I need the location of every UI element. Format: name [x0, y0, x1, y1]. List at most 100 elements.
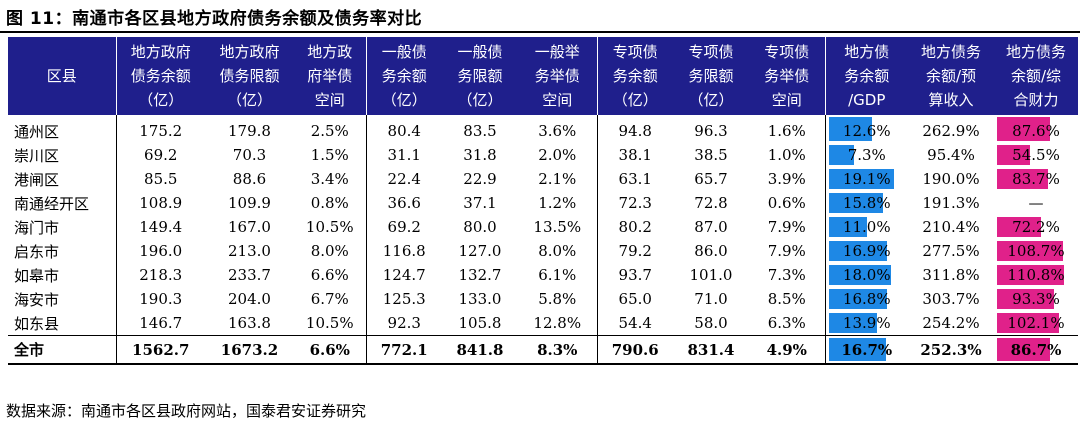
cell-value: 790.6: [596, 335, 673, 365]
column-header-line: 专项债: [764, 43, 810, 61]
district-name: 通州区: [14, 122, 60, 141]
cell-value: 7.9%: [767, 242, 806, 260]
cell-value: 83.5: [463, 122, 497, 140]
cell-value: 8.0%: [538, 242, 577, 260]
cell-value: 38.5: [694, 146, 728, 164]
cell-value: 311.8%: [922, 266, 980, 284]
debt-financial-capacity-cell: 83.7%: [994, 167, 1078, 191]
cell-value: 191.3%: [922, 194, 980, 212]
cell-value: 36.6: [365, 191, 442, 215]
cell-value: 79.2: [596, 239, 673, 263]
debt-financial-capacity-cell: 102.1%: [994, 311, 1078, 336]
cell-value: 190.0%: [922, 170, 980, 188]
cell-value: 22.4: [365, 167, 442, 191]
debt-financial-capacity-bar: [997, 289, 1054, 309]
cell-value: 124.7: [365, 263, 442, 287]
cell-value: 72.3: [596, 191, 673, 215]
table-row: 南通经开区 108.9 109.9 0.8% 36.6 37.1 1.2% 72.3 72.8 0…: [8, 191, 1078, 215]
column-header: 专项债 务限额 （亿）: [673, 37, 749, 115]
cell-value: 254.2%: [922, 314, 980, 332]
cell-value: 12.6%: [842, 122, 891, 140]
district-name: 如皋市: [14, 266, 60, 285]
cell-value: 87.6%: [1012, 122, 1060, 140]
debt-gdp-cell: 16.9%: [824, 239, 908, 263]
column-header-line: 务限额: [457, 67, 503, 85]
cell-value: 1.0%: [767, 146, 806, 164]
cell-value: 3.4%: [310, 170, 349, 188]
table-header-row: 区县 地方政府 债务余额 （亿） 地方政府 债务限额 （亿） 地方政 府举债 空间 一般债 务余额 （亿…: [8, 37, 1078, 115]
debt-gdp-bar: [828, 117, 873, 141]
cell-value: 58.0: [694, 314, 728, 332]
cell-value: 15.8%: [842, 194, 891, 212]
cell-value: 109.9: [228, 194, 271, 212]
column-header: 地方政府 债务限额 （亿）: [205, 37, 294, 115]
debt-gdp-cell: 19.1%: [824, 167, 908, 191]
cell-value: 108.9: [115, 191, 205, 215]
cell-value: 4.9%: [749, 335, 825, 365]
column-header: 地方政府 债务余额 （亿）: [115, 37, 205, 115]
cell-value: 175.2: [115, 115, 205, 143]
cell-value: 88.6: [232, 170, 267, 188]
column-header-line: 一般债: [457, 43, 503, 61]
cell-value: 6.7%: [310, 290, 349, 308]
cell-value: 86.7%: [1010, 340, 1062, 359]
cell-value: 69.2: [365, 215, 442, 239]
table-body: 通州区 175.2 179.8 2.5% 80.4 83.5 3.6% 94.8 96.3 1.6…: [8, 115, 1078, 365]
debt-gdp-bar: [828, 241, 887, 261]
debt-gdp-cell: 18.0%: [824, 263, 908, 287]
cell-value: 83.7%: [1012, 170, 1060, 188]
column-header-line: 合财力: [1013, 91, 1059, 109]
column-header-line: 地方政: [307, 43, 353, 61]
cell-value: 37.1: [463, 194, 497, 212]
column-header: 专项债 务举债 空间: [749, 37, 825, 115]
column-header-line: 地方债务: [1005, 43, 1066, 61]
debt-financial-capacity-cell: 54.5%: [994, 143, 1078, 167]
cell-value: —: [1028, 194, 1044, 212]
debt-financial-capacity-bar: [997, 217, 1041, 237]
cell-value: 18.0%: [842, 266, 891, 284]
debt-financial-capacity-bar: [997, 241, 1064, 261]
column-header-line: 余额/综: [1010, 67, 1062, 85]
column-header: 一般债 务限额 （亿）: [442, 37, 518, 115]
cell-value: 12.8%: [533, 314, 582, 332]
cell-value: 149.4: [115, 215, 205, 239]
cell-value: 93.7: [596, 263, 673, 287]
cell-value: 70.3: [232, 146, 267, 164]
debt-financial-capacity-cell: 86.7%: [994, 335, 1078, 365]
cell-value: 210.4%: [922, 218, 980, 236]
cell-value: 7.3%: [847, 146, 886, 164]
cell-value: 110.8%: [1007, 266, 1065, 284]
cell-value: 204.0: [228, 290, 271, 308]
column-header-line: 务余额: [381, 67, 427, 85]
cell-value: 233.7: [228, 266, 271, 284]
debt-financial-capacity-cell: 72.2%: [994, 215, 1078, 239]
column-header-line: 空间: [771, 91, 802, 109]
column-header: 地方债务 余额/预 算收入: [908, 37, 994, 115]
cell-value: 1.5%: [310, 146, 349, 164]
source-note: 数据来源：南通市各区县政府网站，国泰君安证券研究: [6, 402, 367, 420]
column-header-line: 一般举: [534, 43, 580, 61]
cell-value: 80.0: [463, 218, 497, 236]
column-header-line: 一般债: [381, 43, 427, 61]
cell-value: 10.5%: [305, 314, 354, 332]
cell-value: 116.8: [365, 239, 442, 263]
cell-value: 85.5: [115, 167, 205, 191]
cell-value: 16.8%: [842, 290, 891, 308]
cell-value: 196.0: [115, 239, 205, 263]
cell-value: 65.7: [694, 170, 728, 188]
column-header: 地方政 府举债 空间: [294, 37, 366, 115]
cell-value: 71.0: [694, 290, 728, 308]
debt-gdp-cell: 11.0%: [824, 215, 908, 239]
cell-value: 95.4%: [927, 146, 975, 164]
debt-financial-capacity-bar: [997, 117, 1051, 141]
cell-value: 31.8: [463, 146, 497, 164]
debt-financial-capacity-bar: [997, 338, 1050, 361]
figure-title: 图 11：南通市各区县地方政府债务余额及债务率对比: [6, 9, 423, 29]
debt-financial-capacity-cell: 93.3%: [994, 287, 1078, 311]
table-row: 启东市 196.0 213.0 8.0% 116.8 127.0 8.0% 79.2 86.0 7…: [8, 239, 1078, 263]
column-header-line: 务余额: [612, 67, 658, 85]
cell-value: 22.9: [463, 170, 497, 188]
cell-value: 1562.7: [115, 335, 205, 365]
cell-value: 80.4: [365, 115, 442, 143]
debt-table: 区县 地方政府 债务余额 （亿） 地方政府 债务限额 （亿） 地方政 府举债 空间 一般债 务余额 （亿…: [8, 37, 1078, 365]
